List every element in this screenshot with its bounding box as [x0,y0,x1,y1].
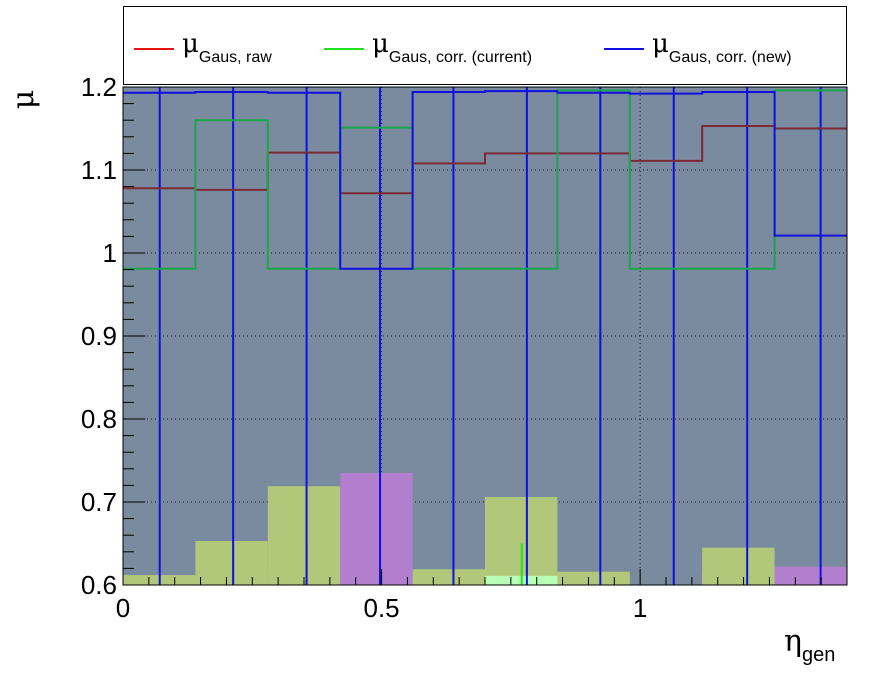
legend-sub-corr-new: Gaus, corr. (new) [668,49,792,66]
legend-mu-corr-current: μ [372,29,389,59]
x-axis-label-main: η [784,624,802,659]
shade-bar-corr_current-8 [702,547,775,585]
legend: μGaus, raw μGaus, corr. (current) μGaus,… [123,6,847,85]
y-tick-label-1: 0.7 [81,487,117,517]
y-tick-label-3: 0.9 [81,321,117,351]
y-tick-label-0: 0.6 [81,570,117,600]
x-tick-label-0: 0 [116,593,130,623]
y-axis-label: μ [6,89,42,110]
shade-bar-corr_new-9 [774,566,847,585]
shade-bar-corr_current-4 [412,569,485,585]
x-tick-label-1: 0.5 [363,593,399,623]
legend-mu-corr-new: μ [652,29,669,59]
legend-sub-corr-current: Gaus, corr. (current) [388,49,533,66]
y-tick-label-5: 1.1 [81,155,117,185]
shade-bar-corr_current-1 [195,541,268,585]
series-line-corr_new [123,90,847,270]
shade-bar-corr_current-2 [267,486,341,585]
x-tick-label-2: 1 [633,593,647,623]
y-tick-label-6: 1.2 [81,72,117,102]
series-line-corr_current [123,89,847,270]
legend-line-corr-current [324,48,364,50]
legend-sub-raw: Gaus, raw [198,49,272,66]
shade-bar-corr_new-3 [340,472,413,585]
shade-bar-corr_current-6 [557,571,630,585]
legend-mu-raw: μ [182,29,199,59]
y-tick-label-2: 0.8 [81,404,117,434]
legend-line-raw [134,48,174,50]
legend-line-corr-new [604,48,644,50]
x-axis-label: ηgen [784,624,835,666]
y-tick-label-4: 1 [103,238,117,268]
x-axis-label-sub: gen [801,644,836,666]
